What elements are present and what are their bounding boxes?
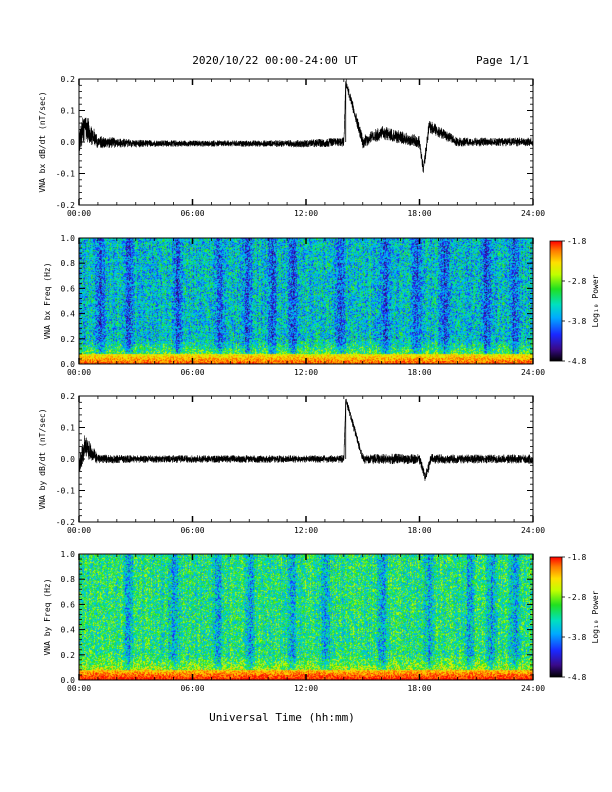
x-tick-label: 24:00: [521, 526, 545, 535]
colorbar-tick-label: -4.8: [567, 673, 586, 682]
y-tick-label: -0.1: [56, 170, 75, 179]
y-tick-label: -0.2: [56, 518, 75, 527]
colorbar-label: Log₁₀ Power: [591, 590, 600, 643]
panel-by-spectrogram: 1.0 0.8 0.6 0.4 0.2 0.000:00 06:00 12:00 18:00 24…: [43, 550, 600, 693]
bx-dbdt-axes: 0.2 0.1 0.0 -0.1 -0.200:00 06:00 12:00 18:00 24:…: [56, 75, 545, 218]
x-tick-label: 18:00: [407, 684, 431, 693]
by-dbdt-ylabel: VNA by dB/dt (nT/sec): [38, 408, 47, 509]
y-tick-label: 0.4: [61, 310, 76, 319]
x-tick-label: 06:00: [180, 684, 204, 693]
x-tick-label: 12:00: [294, 526, 318, 535]
x-tick-label: 06:00: [180, 526, 204, 535]
by-spectrogram-image: [79, 554, 533, 680]
x-tick-label: 12:00: [294, 209, 318, 218]
x-tick-label: 12:00: [294, 368, 318, 377]
colorbar-tick-label: -3.8: [567, 317, 586, 326]
dbdt-series-line: [78, 79, 534, 173]
x-tick-label: 12:00: [294, 684, 318, 693]
panel-bx-dbdt: 0.2 0.1 0.0 -0.1 -0.200:00 06:00 12:00 18:00 24:…: [38, 75, 545, 218]
y-tick-label: 0.0: [61, 360, 76, 369]
x-tick-label: 18:00: [407, 209, 431, 218]
y-tick-label: 0.6: [61, 600, 76, 609]
bx-dbdt-trace: [78, 79, 534, 173]
x-tick-label: 00:00: [67, 368, 91, 377]
colorbar-tick-label: -1.8: [567, 553, 586, 562]
by-spectrogram-axes: 1.0 0.8 0.6 0.4 0.2 0.000:00 06:00 12:00 18:00 24…: [61, 550, 546, 693]
x-tick-label: 18:00: [407, 368, 431, 377]
by-dbdt-trace: [78, 398, 534, 482]
colorbar-tick-label: -3.8: [567, 633, 586, 642]
colorbar-tick-label: -1.8: [567, 237, 586, 246]
colorbar-label: Log₁₀ Power: [591, 274, 600, 327]
x-tick-label: 00:00: [67, 684, 91, 693]
x-tick-label: 24:00: [521, 684, 545, 693]
x-tick-label: 06:00: [180, 368, 204, 377]
y-tick-label: 0.6: [61, 284, 76, 293]
colorbar-tick-label: -2.8: [567, 277, 586, 286]
y-tick-label: 0.2: [61, 651, 76, 660]
colorbar-gradient: [549, 240, 563, 362]
x-tick-label: 00:00: [67, 209, 91, 218]
y-tick-label: 1.0: [61, 550, 76, 559]
page-title: 2020/10/22 00:00-24:00 UT: [192, 54, 358, 67]
colorbar-gradient: [549, 556, 563, 678]
y-tick-label: 0.2: [61, 335, 76, 344]
x-tick-label: 00:00: [67, 526, 91, 535]
y-tick-label: 0.1: [61, 424, 76, 433]
y-tick-label: 0.8: [61, 575, 76, 584]
y-tick-label: 0.2: [61, 75, 76, 84]
y-tick-label: 0.0: [61, 138, 76, 147]
y-tick-label: 0.2: [61, 392, 76, 401]
bx-spectrogram-image: [79, 238, 533, 364]
x-axis-title: Universal Time (hh:mm): [209, 711, 355, 724]
bx-freq-ylabel: VNA bx Freq (Hz): [43, 262, 52, 339]
x-tick-label: 18:00: [407, 526, 431, 535]
y-tick-label: 0.0: [61, 455, 76, 464]
by-colorbar: -1.8 -2.8 -3.8 -4.8 Log₁₀ Power: [549, 553, 600, 682]
bx-dbdt-ylabel: VNA bx dB/dt (nT/sec): [38, 91, 47, 192]
y-tick-label: 0.8: [61, 259, 76, 268]
x-tick-label: 06:00: [180, 209, 204, 218]
panel-bx-spectrogram: 1.0 0.8 0.6 0.4 0.2 0.000:00 06:00 12:00 18:00 24…: [43, 234, 600, 377]
y-tick-label: -0.2: [56, 201, 75, 210]
by-dbdt-axes: 0.2 0.1 0.0 -0.1 -0.200:00 06:00 12:00 18:00 24:…: [56, 392, 545, 535]
y-tick-label: 0.1: [61, 107, 76, 116]
y-tick-label: 0.4: [61, 626, 76, 635]
by-freq-ylabel: VNA by Freq (Hz): [43, 578, 52, 655]
x-tick-label: 24:00: [521, 368, 545, 377]
colorbar-tick-label: -4.8: [567, 357, 586, 366]
y-tick-label: 0.0: [61, 676, 76, 685]
y-tick-label: 1.0: [61, 234, 76, 243]
colorbar-tick-label: -2.8: [567, 593, 586, 602]
bx-colorbar: -1.8 -2.8 -3.8 -4.8 Log₁₀ Power: [549, 237, 600, 366]
panel-by-dbdt: 0.2 0.1 0.0 -0.1 -0.200:00 06:00 12:00 18:00 24:…: [38, 392, 545, 535]
dbdt-series-line: [78, 398, 534, 482]
page-number: Page 1/1: [476, 54, 529, 67]
bx-spectrogram-axes: 1.0 0.8 0.6 0.4 0.2 0.000:00 06:00 12:00 18:00 24…: [61, 234, 546, 377]
y-tick-label: -0.1: [56, 487, 75, 496]
x-tick-label: 24:00: [521, 209, 545, 218]
